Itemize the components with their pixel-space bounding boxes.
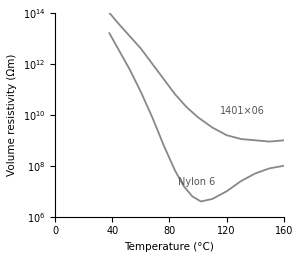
Text: 1401×06: 1401×06	[220, 106, 264, 116]
Y-axis label: Volume resistivity (Ωm): Volume resistivity (Ωm)	[7, 54, 17, 176]
Text: Nylon 6: Nylon 6	[178, 177, 215, 187]
X-axis label: Temperature (°C): Temperature (°C)	[124, 242, 214, 252]
